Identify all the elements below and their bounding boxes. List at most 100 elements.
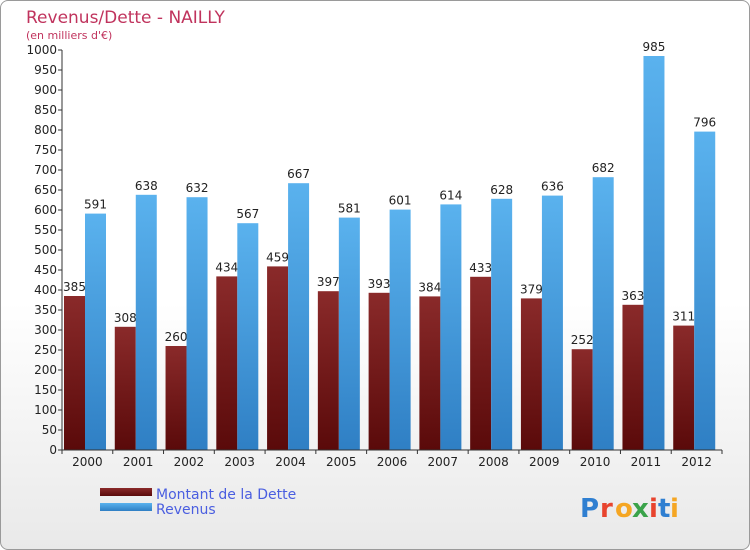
data-label-revenus: 682 [592, 161, 615, 175]
bar-dette [622, 304, 644, 450]
logo-letter: i [670, 494, 679, 524]
bar-dette [317, 291, 339, 450]
x-tick-label: 2000 [72, 455, 103, 469]
bars: 385 591 308 638 260 632 434 567 459 667 397 581 393 6… [63, 40, 716, 450]
bar-revenus [541, 195, 563, 450]
bar-dette [673, 325, 695, 450]
data-label-dette: 397 [317, 275, 340, 289]
data-label-revenus: 985 [643, 40, 666, 54]
y-tick-label: 450 [34, 263, 57, 277]
bar-dette [368, 292, 390, 450]
y-tick-label: 600 [34, 203, 57, 217]
legend-swatch-dette [100, 488, 152, 496]
chart-subtitle: (en milliers d'€) [26, 29, 112, 42]
bar-dette [520, 298, 542, 450]
x-tick-label: 2007 [427, 455, 458, 469]
data-label-dette: 363 [622, 289, 645, 303]
legend-label-dette: Montant de la Dette [156, 487, 296, 503]
data-label-revenus: 638 [135, 179, 158, 193]
data-label-revenus: 796 [693, 116, 716, 130]
x-tick-label: 2006 [377, 455, 408, 469]
data-label-dette: 393 [368, 277, 391, 291]
y-axis: 0 50 100 150 200 250 300 350 400 450 500 550 600 650 7… [26, 43, 63, 457]
bar-revenus [135, 194, 157, 450]
data-label-revenus: 581 [338, 202, 361, 216]
y-tick-label: 900 [34, 83, 57, 97]
y-tick-label: 250 [34, 343, 57, 357]
bar-revenus [592, 177, 614, 450]
data-label-dette: 459 [266, 250, 289, 264]
y-tick-label: 750 [34, 143, 57, 157]
bar-revenus [440, 204, 462, 450]
legend: Montant de la Dette Revenus [100, 487, 296, 518]
data-label-dette: 308 [114, 311, 137, 325]
y-tick-label: 0 [49, 443, 57, 457]
chart-title: Revenus/Dette - NAILLY [26, 8, 225, 28]
bar-dette [470, 276, 492, 450]
y-tick-label: 100 [34, 403, 57, 417]
bar-revenus [389, 209, 411, 450]
data-label-dette: 379 [520, 282, 543, 296]
bar-dette [64, 296, 85, 450]
data-label-dette: 252 [571, 333, 594, 347]
y-tick-label: 850 [34, 103, 57, 117]
logo-letter: o [615, 494, 633, 524]
y-tick-label: 350 [34, 303, 57, 317]
x-tick-label: 2009 [529, 455, 560, 469]
y-tick-label: 150 [34, 383, 57, 397]
y-tick-label: 400 [34, 283, 57, 297]
legend-label-revenus: Revenus [156, 502, 216, 518]
bar-revenus [491, 198, 513, 450]
logo-letter: i [649, 494, 658, 524]
y-tick-label: 50 [42, 423, 57, 437]
data-label-dette: 384 [418, 280, 441, 294]
logo-letter: x [632, 494, 649, 524]
bar-dette [571, 349, 593, 450]
y-tick-label: 950 [34, 63, 57, 77]
data-label-revenus: 601 [389, 194, 412, 208]
x-tick-label: 2001 [123, 455, 154, 469]
data-label-revenus: 567 [236, 207, 259, 221]
bar-revenus [186, 197, 208, 450]
data-label-revenus: 636 [541, 180, 564, 194]
bar-dette [267, 266, 289, 450]
bar-revenus [237, 223, 259, 450]
data-label-dette: 385 [63, 280, 86, 294]
y-tick-label: 500 [34, 243, 57, 257]
x-axis: 2000 2001 2002 2003 2004 2005 2006 2007 2008 2009… [61, 449, 723, 469]
y-tick-label: 1000 [26, 43, 57, 57]
bar-dette [216, 276, 238, 450]
bar-revenus [643, 56, 665, 450]
data-label-revenus: 614 [439, 188, 462, 202]
data-label-revenus: 667 [287, 167, 310, 181]
x-tick-label: 2011 [631, 455, 662, 469]
x-tick-label: 2008 [478, 455, 509, 469]
logo-letter: r [600, 494, 613, 524]
bar-revenus [338, 217, 360, 450]
y-tick-label: 550 [34, 223, 57, 237]
bar-dette [165, 346, 187, 450]
x-tick-label: 2003 [224, 455, 255, 469]
y-tick-label: 700 [34, 163, 57, 177]
bar-dette [114, 326, 136, 450]
bar-revenus [85, 213, 106, 450]
bar-dette [419, 296, 441, 450]
x-tick-label: 2004 [275, 455, 306, 469]
x-tick-label: 2010 [580, 455, 611, 469]
x-tick-label: 2002 [174, 455, 205, 469]
data-label-dette: 311 [672, 310, 695, 324]
y-tick-label: 200 [34, 363, 57, 377]
data-label-revenus: 591 [84, 198, 107, 212]
y-tick-label: 300 [34, 323, 57, 337]
data-label-dette: 434 [215, 260, 238, 274]
y-tick-label: 650 [34, 183, 57, 197]
y-tick-label: 800 [34, 123, 57, 137]
x-tick-label: 2005 [326, 455, 357, 469]
data-label-revenus: 632 [186, 181, 209, 195]
x-tick-label: 2012 [681, 455, 712, 469]
data-label-revenus: 628 [490, 183, 513, 197]
bar-revenus [694, 131, 716, 450]
